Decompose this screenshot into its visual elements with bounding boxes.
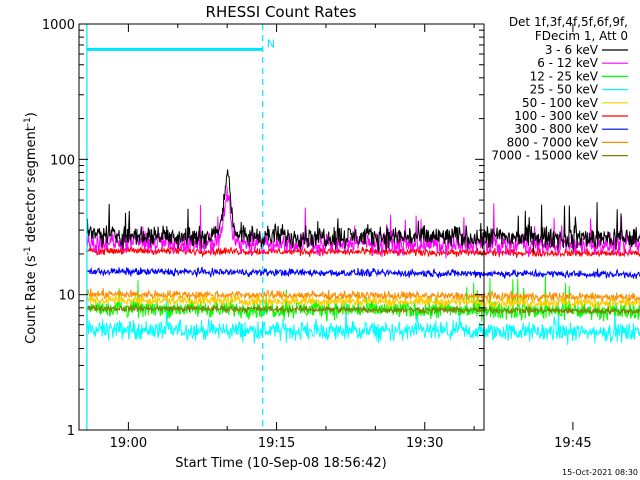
x-axis-title: Start Time (10-Sep-08 18:56:42): [175, 456, 386, 471]
x-tick-label: 19:00: [110, 436, 147, 451]
x-tick-label: 19:30: [406, 436, 443, 451]
legend-entry-label: 100 - 300 keV: [514, 109, 598, 123]
footer-date: 15-Oct-2021 08:30: [562, 468, 638, 477]
legend-entry-label: 50 - 100 keV: [522, 96, 599, 110]
y-tick-label: 10: [58, 289, 75, 304]
y-tick-label: 100: [50, 153, 75, 168]
legend-entry-label: 7000 - 15000 keV: [491, 149, 598, 163]
series-line: [86, 169, 640, 253]
x-tick-label: 19:45: [554, 436, 591, 451]
series-line: [86, 296, 640, 345]
y-axis-title: Count Rate (s-1 detector segment-1): [23, 112, 39, 344]
y-tick-label: 1: [67, 424, 75, 439]
legend-entry-label: 800 - 7000 keV: [507, 135, 599, 149]
legend-entry-label: 12 - 25 keV: [530, 69, 599, 83]
chart-title: RHESSI Count Rates: [206, 3, 357, 21]
legend-entry-label: 6 - 12 keV: [537, 56, 599, 70]
legend-entry-label: 25 - 50 keV: [530, 83, 599, 97]
series-line: [86, 266, 640, 280]
plot-frame: [78, 23, 485, 431]
legend-header-line: Det 1f,3f,4f,5f,6f,9f,: [509, 15, 628, 29]
series-line: [86, 186, 640, 259]
series-line: [86, 293, 640, 310]
night-marker-label: N: [267, 37, 275, 50]
series-line: [86, 304, 640, 317]
legend-entry-label: 3 - 6 keV: [545, 43, 599, 57]
legend: Det 1f,3f,4f,5f,6f,9f, FDecim 1, Att 0 3…: [491, 15, 628, 163]
series-line: [86, 288, 640, 304]
x-tick-label: 19:15: [258, 436, 295, 451]
legend-entry-label: 300 - 800 keV: [514, 122, 598, 136]
series-line: [86, 246, 640, 258]
legend-header-line: FDecim 1, Att 0: [535, 29, 628, 43]
plot-area: NS110100100019:0019:1519:3019:4520:0020:…: [42, 18, 640, 451]
y-tick-label: 1000: [42, 18, 75, 33]
